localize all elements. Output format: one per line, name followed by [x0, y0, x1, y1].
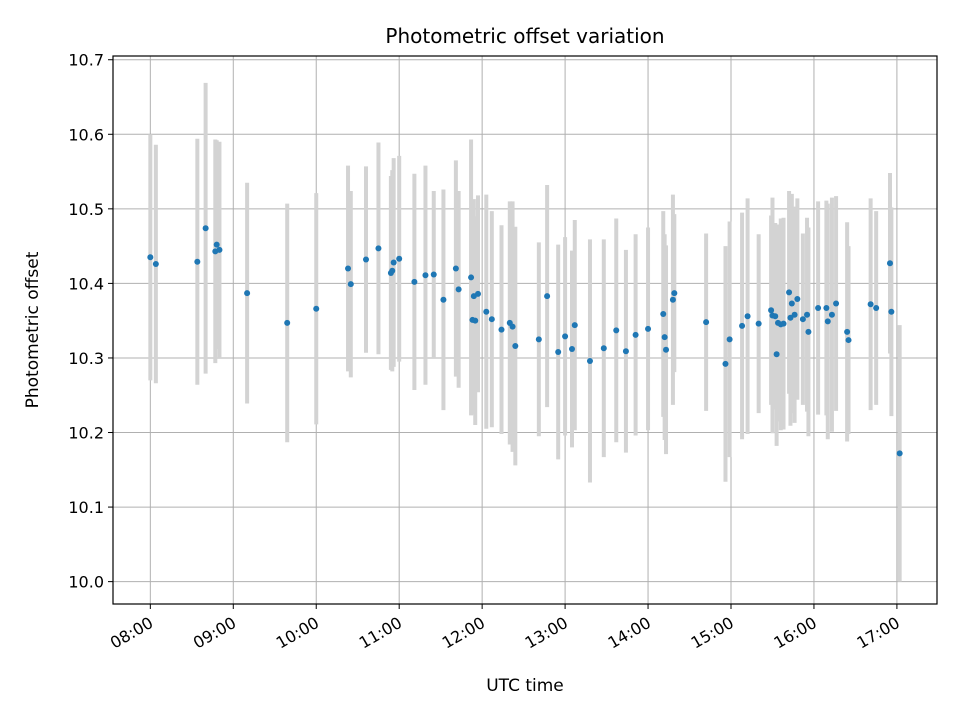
data-point	[468, 274, 475, 281]
data-point	[345, 265, 352, 272]
y-axis-label: Photometric offset	[23, 251, 43, 408]
data-point	[202, 225, 209, 232]
data-point	[390, 259, 397, 266]
y-tick-label: 10.0	[68, 573, 104, 592]
data-point	[147, 254, 154, 261]
data-point	[815, 305, 822, 312]
x-axis-label: UTC time	[486, 676, 564, 696]
data-point	[867, 301, 874, 308]
data-point	[645, 325, 652, 332]
y-tick-label: 10.1	[68, 498, 104, 517]
data-point	[804, 311, 811, 318]
data-point	[512, 343, 519, 350]
data-point	[888, 308, 895, 315]
data-point	[823, 305, 830, 312]
data-point	[430, 271, 437, 278]
data-point	[509, 323, 516, 330]
data-point	[744, 313, 751, 320]
data-point	[845, 337, 852, 344]
data-point	[213, 241, 220, 248]
data-point	[896, 450, 903, 457]
data-point	[422, 272, 429, 279]
data-point	[805, 328, 812, 335]
data-point	[452, 265, 459, 272]
data-point	[772, 313, 779, 320]
y-tick-label: 10.2	[68, 424, 104, 443]
data-point	[535, 336, 542, 343]
data-point	[488, 316, 495, 323]
data-point	[389, 267, 396, 274]
data-point	[660, 310, 667, 317]
data-point	[396, 255, 403, 262]
data-point	[799, 316, 806, 323]
data-point	[375, 245, 382, 252]
data-point	[498, 326, 505, 333]
data-point	[663, 346, 670, 353]
data-point	[613, 327, 620, 334]
y-tick-label: 10.7	[68, 51, 104, 70]
y-tick-label: 10.6	[68, 125, 104, 144]
data-point	[787, 314, 794, 321]
data-point	[363, 256, 370, 263]
data-point	[844, 328, 851, 335]
data-point	[873, 305, 880, 312]
y-tick-label: 10.5	[68, 200, 104, 219]
data-point	[562, 333, 569, 340]
data-point	[216, 246, 223, 253]
data-point	[472, 317, 479, 324]
data-point	[791, 311, 798, 318]
data-point	[474, 290, 481, 297]
data-point	[483, 308, 490, 315]
data-point	[411, 278, 418, 285]
data-point	[786, 289, 793, 296]
data-point	[555, 348, 562, 355]
data-point	[671, 290, 678, 297]
grid	[113, 56, 937, 604]
data-point	[600, 345, 607, 352]
data-point	[661, 334, 668, 341]
data-point	[788, 300, 795, 307]
data-point	[569, 346, 576, 353]
data-point	[347, 281, 354, 288]
data-point	[632, 331, 639, 338]
y-tick-label: 10.4	[68, 274, 104, 293]
plot-frame	[112, 55, 938, 605]
data-point	[622, 348, 629, 355]
data-point	[455, 286, 462, 293]
data-point	[669, 296, 676, 303]
data-point	[828, 311, 835, 318]
data-point	[544, 293, 551, 300]
data-point	[780, 320, 787, 327]
data-point	[440, 296, 447, 303]
data-point	[244, 290, 251, 297]
data-point	[794, 296, 801, 303]
data-point	[755, 320, 762, 327]
data-point	[586, 357, 593, 364]
data-point	[194, 258, 201, 265]
data-point	[833, 300, 840, 307]
y-tick-label: 10.3	[68, 349, 104, 368]
chart-title: Photometric offset variation	[385, 24, 664, 48]
data-point	[886, 260, 893, 267]
data-point	[722, 360, 729, 367]
data-point	[768, 307, 775, 314]
data-point	[824, 318, 831, 325]
data-point	[313, 305, 320, 312]
y-axis: 10.0 10.1 10.2 10.3 10.4 10.5 10.6 10.7	[68, 51, 113, 592]
data-point	[284, 319, 291, 326]
data-point	[739, 322, 746, 329]
data-points	[147, 225, 903, 457]
data-point	[726, 336, 733, 343]
data-point	[703, 319, 710, 326]
data-point	[773, 351, 780, 358]
data-point	[152, 261, 159, 268]
data-point	[571, 322, 578, 329]
